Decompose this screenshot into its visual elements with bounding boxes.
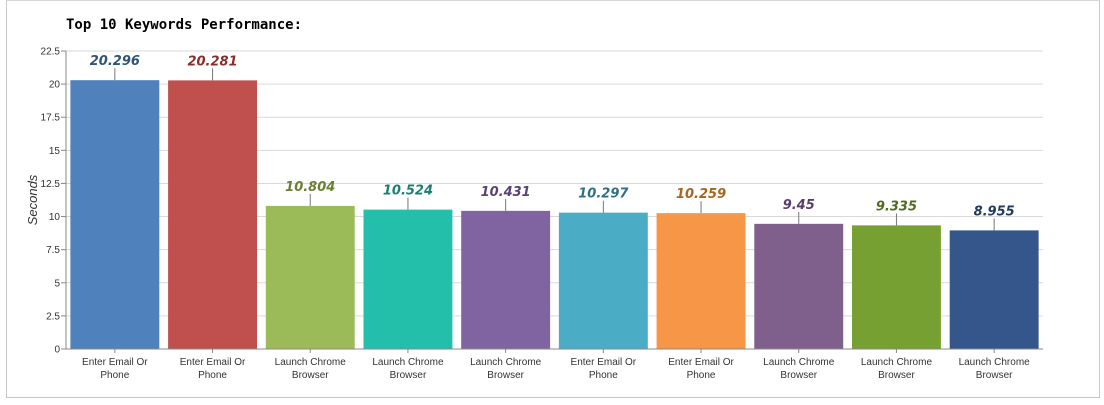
x-tick-label: Browser [390,370,427,381]
x-axis-categories: Enter Email Or Phone Enter Email Or Phone La… [82,349,1030,381]
x-tick-label: Launch Chrome [861,357,933,368]
data-label: 10.431 [481,185,531,200]
y-tick-label: 22.5 [41,47,61,58]
x-tick-label: Launch Chrome [372,357,444,368]
y-tick-label: 0 [54,345,60,356]
y-axis-label: Seconds [25,174,40,225]
x-tick-label: Launch Chrome [275,357,347,368]
x-tick-label: Browser [878,370,915,381]
bar [851,225,941,349]
x-tick-label: Launch Chrome [763,357,835,368]
y-tick-label: 5 [54,278,60,289]
x-tick-label: Browser [292,370,329,381]
x-tick-label: Phone [687,370,716,381]
y-axis-ticks: 0 2.5 5 7.5 10 12.5 15 17.5 20 22.5 [41,47,67,356]
x-tick-label: Launch Chrome [470,357,542,368]
y-tick-label: 20 [49,80,61,91]
data-label: 20.296 [90,54,140,69]
bar [949,230,1039,349]
bars [70,80,1039,350]
bar [558,212,648,349]
bar [70,80,160,349]
data-label: 8.955 [974,204,1015,219]
x-tick-label: Enter Email Or [82,357,148,368]
y-tick-label: 12.5 [41,179,61,190]
data-label: 10.804 [285,180,335,195]
x-tick-label: Enter Email Or [571,357,637,368]
y-tick-label: 7.5 [46,245,60,256]
x-tick-label: Launch Chrome [959,357,1031,368]
bar [461,210,551,349]
y-tick-label: 15 [49,146,61,157]
bar [265,205,355,349]
bar [656,213,746,349]
data-label: 9.45 [783,198,815,213]
y-tick-label: 10 [49,212,61,223]
data-label: 10.524 [383,184,433,199]
chart-title: Top 10 Keywords Performance: [66,17,303,33]
y-tick-label: 17.5 [41,113,61,124]
bar [168,80,258,350]
data-label: 9.335 [876,199,917,214]
x-tick-label: Enter Email Or [668,357,734,368]
bar [363,209,453,349]
data-label: 10.259 [676,187,726,202]
data-label: 20.281 [187,54,237,69]
x-tick-label: Phone [198,370,227,381]
x-tick-label: Phone [100,370,129,381]
y-tick-label: 2.5 [46,311,60,322]
bar [754,223,844,349]
data-label: 10.297 [578,187,629,202]
x-tick-label: Phone [589,370,618,381]
data-labels: 20.296 20.281 10.804 10.524 10.431 10.297 10.2… [90,54,1015,231]
x-tick-label: Browser [976,370,1013,381]
x-tick-label: Browser [487,370,524,381]
x-tick-label: Browser [780,370,817,381]
x-tick-label: Enter Email Or [180,357,246,368]
